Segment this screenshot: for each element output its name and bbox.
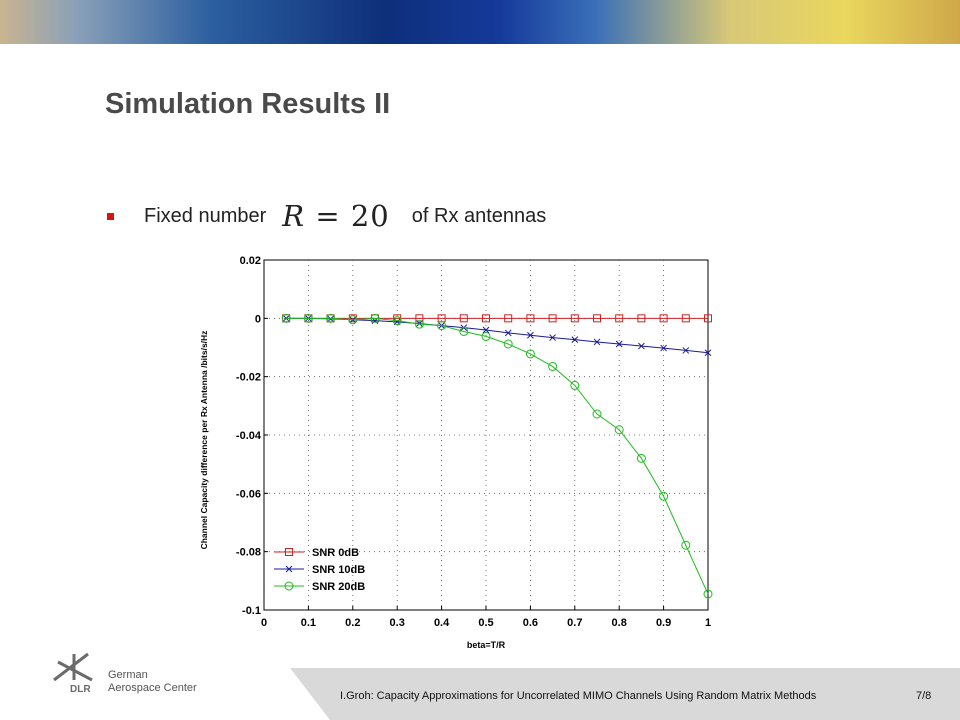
x-tick-label: 0 (261, 617, 267, 629)
data-point-s0 (570, 314, 579, 323)
data-point-s2 (659, 491, 669, 501)
data-point-s0 (593, 314, 601, 323)
x-tick-label: 1 (705, 617, 711, 629)
y-tick-label: -0.06 (236, 488, 261, 500)
footer-bar (290, 668, 960, 720)
data-point-s2 (614, 425, 624, 435)
x-tick-label: 0.7 (567, 617, 582, 629)
bullet-square-icon (107, 212, 114, 220)
data-point-s1 (527, 331, 534, 339)
data-point-s1 (416, 320, 423, 327)
bullet-text-before: Fixed number (144, 204, 267, 227)
data-point-s1 (504, 329, 512, 337)
data-point-s1 (660, 344, 667, 352)
data-point-s1 (593, 338, 601, 346)
math-equation: R = 20 (282, 199, 389, 233)
data-point-s1 (571, 336, 579, 343)
data-point-s0 (637, 314, 646, 323)
data-point-s0 (548, 314, 557, 323)
y-tick-label: -0.02 (236, 372, 261, 384)
footer-citation: I.Groh: Capacity Approximations for Unco… (340, 690, 817, 702)
x-axis-label: beta=T/R (467, 640, 506, 650)
data-point-s0 (459, 314, 468, 323)
dlr-logo: DLR (53, 652, 93, 694)
data-point-s1 (327, 315, 334, 323)
data-point-s0 (526, 314, 535, 323)
data-point-s2 (281, 313, 291, 323)
data-point-s2 (481, 331, 491, 341)
logo-text: DLR (70, 684, 91, 694)
legend-label: SNR 0dB (312, 547, 359, 559)
data-point-s2 (437, 321, 447, 331)
data-point-s1 (638, 342, 645, 350)
legend-label: SNR 20dB (312, 581, 365, 593)
legend-marker (284, 581, 294, 591)
data-point-s2 (326, 313, 336, 323)
data-point-s2 (548, 361, 558, 371)
slide-title: Simulation Results II (105, 88, 391, 120)
legend-marker (285, 548, 293, 556)
x-tick-label: 0.3 (390, 617, 405, 629)
data-point-s2 (525, 349, 535, 359)
data-point-s2 (592, 409, 602, 419)
x-tick-label: 0.9 (656, 617, 671, 629)
data-point-s0 (659, 314, 668, 323)
data-point-s2 (392, 316, 402, 326)
y-tick-label: -0.1 (242, 605, 261, 617)
x-tick-label: 0.8 (612, 617, 627, 629)
capacity-difference-chart: 0 0.1 0.2 0.3 0.4 0.5 0.6 0.7 0.8 0.9 1 0.02 0 -0.02 -… (199, 255, 713, 650)
x-tick-label: 0.4 (434, 617, 450, 629)
y-tick-label: -0.04 (236, 430, 262, 442)
x-tick-label: 0.6 (523, 617, 538, 629)
x-tick-label: 0.5 (478, 617, 493, 629)
data-point-s2 (459, 326, 469, 336)
data-point-s2 (503, 339, 513, 349)
data-point-s1 (482, 326, 490, 334)
y-tick-label: 0 (255, 313, 261, 325)
data-point-s0 (415, 314, 424, 323)
bullet-item: Fixed number R = 20 of Rx antennas (107, 196, 546, 236)
data-point-s2 (636, 453, 646, 463)
page-number: 7/8 (916, 690, 932, 702)
data-point-s1 (549, 334, 556, 341)
y-tick-label: 0.02 (240, 255, 261, 267)
data-point-s1 (682, 347, 690, 354)
org-line-2: Aerospace Center (108, 682, 197, 694)
data-point-s0 (681, 314, 690, 323)
data-point-s0 (704, 314, 712, 323)
data-point-s0 (482, 314, 490, 323)
data-point-s1 (615, 340, 623, 348)
data-point-s2 (703, 589, 713, 599)
math-variable: R (282, 199, 306, 233)
bullet-text-after: of Rx antennas (411, 204, 547, 227)
legend-label: SNR 10dB (312, 564, 365, 576)
x-tick-label: 0.1 (301, 617, 316, 629)
data-point-s2 (570, 380, 580, 390)
legend-marker (285, 565, 293, 573)
header-banner (0, 0, 960, 50)
data-point-s2 (348, 315, 358, 325)
data-point-s0 (504, 314, 513, 323)
y-axis-label: Channel Capacity difference per Rx Anten… (199, 331, 209, 550)
banner-edge (0, 44, 960, 54)
data-point-s2 (681, 540, 691, 550)
org-line-1: German (108, 669, 148, 681)
data-point-s2 (370, 313, 380, 323)
x-tick-label: 0.2 (345, 617, 360, 629)
data-point-s2 (303, 313, 313, 323)
math-value: = 20 (315, 199, 390, 233)
data-point-s0 (615, 314, 624, 323)
organization-name: German Aerospace Center (108, 669, 197, 695)
y-tick-label: -0.08 (236, 547, 261, 559)
data-point-s2 (414, 319, 424, 329)
data-point-s1 (704, 349, 712, 357)
